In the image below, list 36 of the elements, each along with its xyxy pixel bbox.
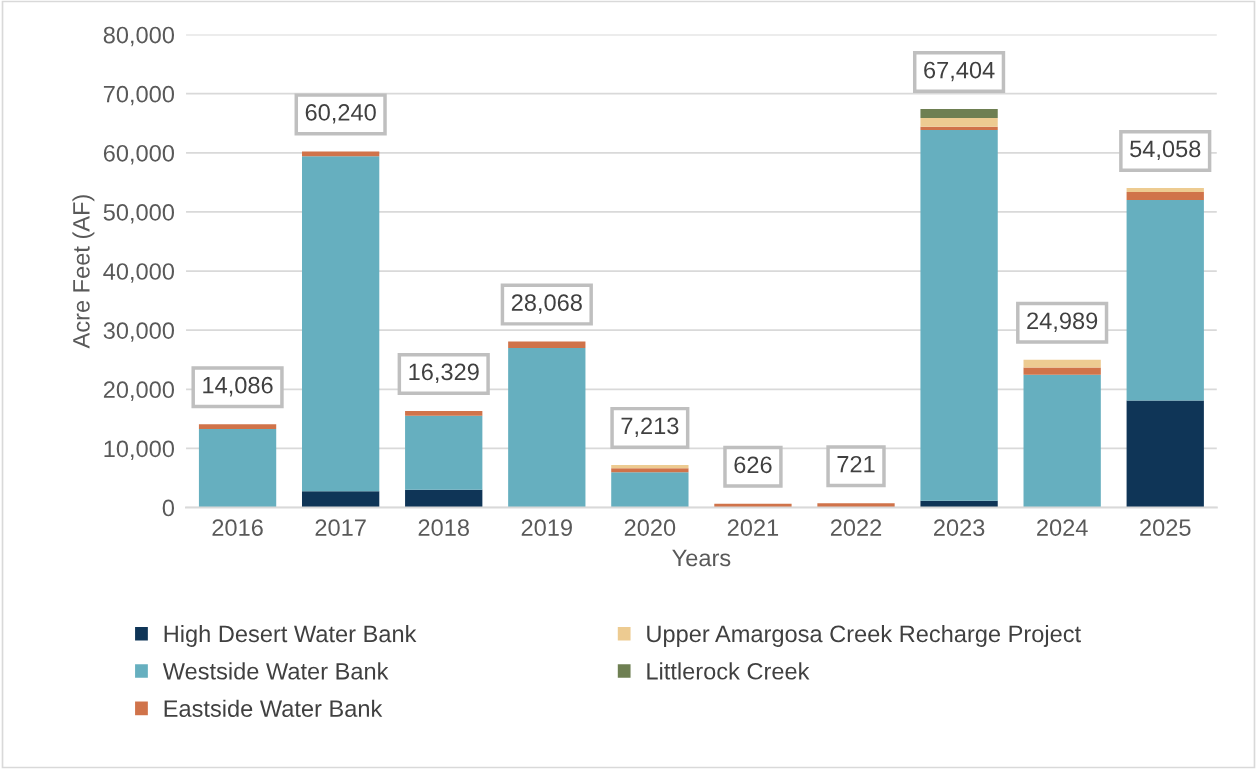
legend-label: Littlerock Creek bbox=[647, 662, 810, 680]
x-tick-label: 2019 bbox=[521, 519, 572, 536]
total-label: 28,068 bbox=[511, 294, 582, 314]
x-tick-label: 2021 bbox=[727, 519, 779, 536]
total-label: 16,329 bbox=[409, 363, 479, 384]
total-label: 626 bbox=[734, 456, 772, 474]
total-label: 60,240 bbox=[305, 104, 376, 124]
total-label: 67,404 bbox=[924, 61, 995, 82]
y-tick-label: 70,000 bbox=[103, 85, 175, 106]
total-label: 24,989 bbox=[1027, 312, 1098, 332]
y-tick-label: 80,000 bbox=[103, 26, 175, 47]
legend-label: Westside Water Bank bbox=[162, 662, 389, 680]
legend-label: Eastside Water Bank bbox=[164, 699, 383, 717]
x-tick-label: 2024 bbox=[1037, 519, 1088, 536]
x-tick-label: 2022 bbox=[830, 519, 882, 536]
total-label: 54,058 bbox=[1130, 140, 1201, 161]
y-tick-label: 30,000 bbox=[103, 322, 175, 342]
y-tick-label: 10,000 bbox=[104, 440, 175, 460]
y-tick-label: 60,000 bbox=[103, 144, 175, 165]
legend-label: High Desert Water Bank bbox=[164, 624, 417, 647]
y-tick-label: 40,000 bbox=[103, 263, 175, 283]
y-tick-label: 50,000 bbox=[103, 204, 175, 224]
x-axis-title: Years bbox=[672, 549, 731, 567]
x-tick-label: 2025 bbox=[1140, 519, 1191, 536]
legend-label: Upper Amargosa Creek Recharge Project bbox=[647, 624, 1081, 647]
x-tick-label: 2018 bbox=[418, 519, 469, 536]
y-tick-label: 20,000 bbox=[103, 381, 175, 401]
total-label: 721 bbox=[837, 455, 875, 473]
x-tick-label: 2017 bbox=[315, 519, 366, 536]
y-tick-label: 0 bbox=[162, 499, 174, 517]
total-label: 7,213 bbox=[621, 417, 679, 438]
x-tick-label: 2016 bbox=[212, 519, 263, 536]
x-tick-label: 2020 bbox=[624, 519, 676, 536]
x-tick-label: 2023 bbox=[934, 519, 985, 536]
total-label: 14,086 bbox=[203, 376, 273, 397]
y-axis-title: Acre Feet (AF) bbox=[72, 195, 95, 349]
